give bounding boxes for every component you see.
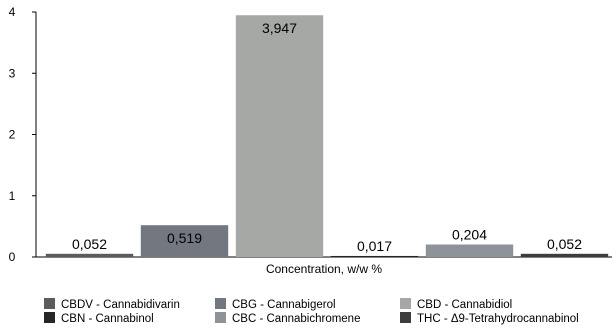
legend-label: CBN - Cannabinol <box>61 313 154 325</box>
x-axis-label: Concentration, w/w % <box>266 262 382 276</box>
y-axis-ticks: 0 1 2 3 4 <box>9 5 36 264</box>
legend-item: CBG - Cannabigerol <box>215 298 336 311</box>
bar-data-label: 0,204 <box>452 227 487 243</box>
legend-item: CBDV - Cannabidivarin <box>44 298 180 311</box>
bar-data-label: 0,519 <box>167 230 202 246</box>
legend-label: CBG - Cannabigerol <box>232 299 336 311</box>
y-tick-label: 2 <box>9 128 16 142</box>
legend-item: CBN - Cannabinol <box>44 312 154 325</box>
bar <box>235 15 324 258</box>
legend-label: CBDV - Cannabidivarin <box>61 299 180 311</box>
bars <box>45 15 609 258</box>
legend-label: CBD - Cannabidiol <box>417 299 512 311</box>
bar-data-label: 0,052 <box>547 236 582 252</box>
bar <box>425 244 514 257</box>
legend: CBDV - Cannabidivarin CBG - Cannabigerol C… <box>44 298 579 325</box>
bar <box>520 253 609 257</box>
legend-swatch <box>44 298 55 309</box>
legend-swatch <box>215 312 226 323</box>
bar-data-label: 3,947 <box>262 20 297 36</box>
legend-label: CBC - Cannabichromene <box>232 313 360 325</box>
legend-item: CBD - Cannabidiol <box>400 298 512 311</box>
bar <box>140 225 229 257</box>
bar-data-label: 0,052 <box>72 236 107 252</box>
y-tick-label: 0 <box>9 250 16 264</box>
y-tick-label: 3 <box>9 66 16 80</box>
bar <box>330 255 419 258</box>
legend-swatch <box>44 312 55 323</box>
y-tick-label: 4 <box>9 5 16 19</box>
legend-swatch <box>400 298 411 309</box>
legend-item: THC - Δ9-Tetrahydrocannabinol <box>400 312 579 325</box>
bar <box>45 253 134 257</box>
legend-item: CBC - Cannabichromene <box>215 312 360 325</box>
bar-data-label: 0,017 <box>357 238 392 254</box>
legend-swatch <box>215 298 226 309</box>
legend-label: THC - Δ9-Tetrahydrocannabinol <box>417 313 579 325</box>
y-tick-label: 1 <box>9 189 16 203</box>
legend-swatch <box>400 312 411 323</box>
bar-data-labels: 0,052 0,519 3,947 0,017 0,204 0,052 <box>72 20 582 254</box>
